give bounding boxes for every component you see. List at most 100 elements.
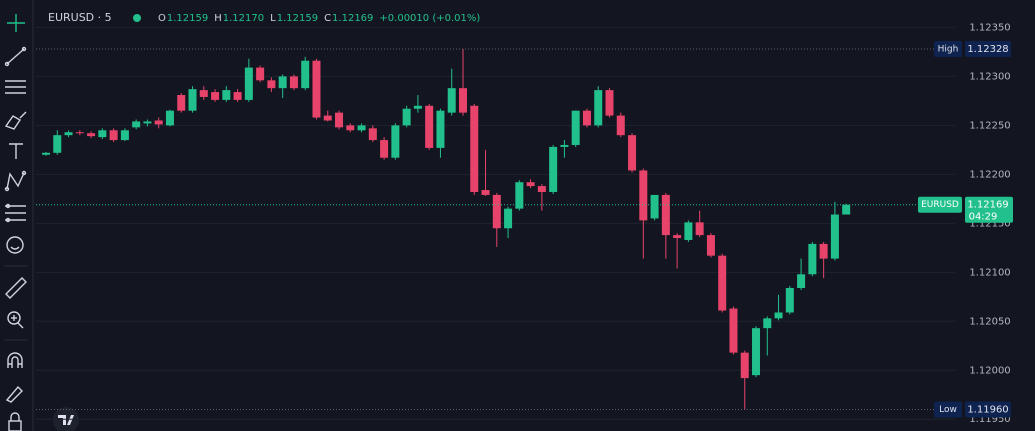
toolbar bbox=[4, 0, 34, 431]
candle-body bbox=[470, 105, 479, 192]
candle-body bbox=[165, 110, 174, 126]
candle-body bbox=[594, 90, 603, 126]
symbol-label: EURUSD · 5 bbox=[48, 11, 112, 24]
candle-body bbox=[481, 190, 490, 195]
y-tick-label: 1.12200 bbox=[969, 169, 1010, 180]
candle-body bbox=[808, 243, 817, 275]
text-tool[interactable] bbox=[9, 143, 23, 159]
candle-body bbox=[628, 135, 637, 171]
y-tick-label: 1.12350 bbox=[969, 22, 1010, 33]
candle-body bbox=[199, 90, 208, 97]
brush-tool[interactable] bbox=[4, 111, 27, 130]
legend-value: 1.12170 bbox=[223, 13, 264, 24]
last-price-name: EURUSD bbox=[921, 200, 959, 210]
legend-value: 1.12159 bbox=[277, 13, 318, 24]
candle-body bbox=[380, 140, 389, 158]
candle-body bbox=[616, 115, 625, 136]
candle-body bbox=[830, 214, 839, 259]
fib-tool[interactable] bbox=[5, 80, 26, 94]
logo-mark bbox=[58, 415, 74, 425]
candle-body bbox=[797, 274, 806, 288]
emoji-tool[interactable] bbox=[6, 236, 24, 254]
candle-body bbox=[244, 67, 253, 100]
candle-body bbox=[526, 182, 535, 187]
candle-body bbox=[357, 125, 366, 131]
candle-body bbox=[64, 132, 73, 136]
candle-body bbox=[752, 328, 761, 376]
candle-body bbox=[718, 255, 727, 311]
candle-body bbox=[312, 60, 321, 118]
candle-body bbox=[177, 95, 186, 111]
lock-drawing-tool[interactable] bbox=[5, 385, 23, 403]
candle-body bbox=[402, 108, 411, 126]
candle-body bbox=[143, 121, 152, 124]
candle-body bbox=[605, 90, 614, 116]
candle-body bbox=[120, 130, 129, 141]
marker-name: Low bbox=[939, 405, 957, 415]
y-tick-label: 1.12150 bbox=[969, 218, 1010, 229]
legend-change: +0.00010 (+0.01%) bbox=[379, 13, 480, 24]
candle-body bbox=[729, 308, 738, 353]
candle-body bbox=[515, 182, 524, 209]
marker-value: 1.12328 bbox=[967, 44, 1008, 55]
zoom-tool[interactable] bbox=[7, 311, 24, 329]
legend-value: 1.12169 bbox=[332, 13, 373, 24]
lock-tool[interactable] bbox=[8, 412, 22, 431]
candle-body bbox=[774, 312, 783, 319]
y-tick-label: 1.12300 bbox=[969, 71, 1010, 82]
candle-body bbox=[706, 235, 715, 256]
candle-body bbox=[346, 125, 355, 131]
candle-body bbox=[323, 115, 332, 121]
forecast-tool[interactable] bbox=[5, 203, 26, 223]
marker-name-box bbox=[934, 40, 962, 57]
y-tick-label: 1.12000 bbox=[969, 365, 1010, 376]
marker-value: 1.11960 bbox=[967, 404, 1008, 415]
candle-body bbox=[582, 110, 591, 126]
candle-body bbox=[684, 222, 693, 240]
candle-body bbox=[87, 133, 96, 137]
pattern-tool[interactable] bbox=[4, 170, 27, 192]
candle-body bbox=[413, 105, 422, 109]
candle-body bbox=[842, 204, 851, 215]
last-price-box bbox=[965, 196, 1013, 223]
candle-body bbox=[233, 92, 242, 100]
y-tick-label: 1.12050 bbox=[969, 316, 1010, 327]
marker-value-box bbox=[965, 401, 1011, 418]
market-status-dot bbox=[133, 14, 141, 22]
legend-value: 1.12159 bbox=[167, 13, 208, 24]
legend-key: L bbox=[270, 13, 276, 24]
candle-body bbox=[695, 222, 704, 236]
candle-body bbox=[492, 194, 501, 229]
magnet-tool[interactable] bbox=[7, 352, 23, 368]
candle-body bbox=[278, 76, 287, 89]
legend-key: O bbox=[158, 13, 166, 24]
candle-body bbox=[211, 92, 220, 100]
candle-body bbox=[447, 88, 456, 113]
candle-body bbox=[537, 186, 546, 192]
legend-key: C bbox=[324, 13, 331, 24]
candle-body bbox=[661, 194, 670, 236]
crosshair-tool[interactable] bbox=[7, 14, 25, 32]
marker-name: High bbox=[938, 44, 959, 54]
y-tick-label: 1.12250 bbox=[969, 120, 1010, 131]
last-price-name-box bbox=[918, 196, 962, 213]
ruler-tool[interactable] bbox=[5, 277, 27, 299]
marker-name-box bbox=[934, 401, 962, 418]
y-tick-label: 1.11950 bbox=[969, 414, 1010, 425]
candle-body bbox=[650, 194, 659, 219]
trend-line-tool[interactable] bbox=[4, 46, 27, 67]
candle-body bbox=[109, 130, 118, 141]
candle-body bbox=[763, 318, 772, 329]
legend-key: H bbox=[214, 13, 222, 24]
candle-body bbox=[289, 76, 298, 89]
countdown: 04:29 bbox=[969, 212, 998, 223]
candle-body bbox=[436, 110, 445, 148]
last-price-value: 1.12169 bbox=[967, 200, 1008, 211]
candle-body bbox=[42, 152, 50, 155]
candle-body bbox=[560, 144, 569, 147]
candle-body bbox=[571, 110, 580, 145]
candle-body bbox=[301, 60, 310, 89]
candle-body bbox=[673, 235, 682, 239]
